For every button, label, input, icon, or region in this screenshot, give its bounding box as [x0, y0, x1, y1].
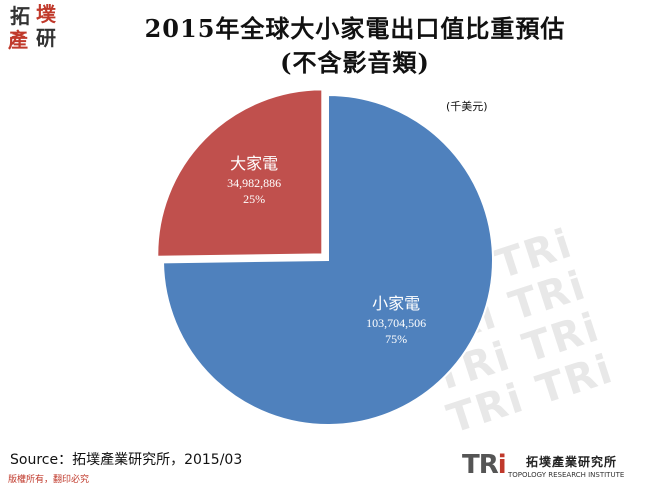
page-title: 2015年全球大小家電出口值比重預估 (不含影音類)	[80, 12, 630, 80]
source-note: Source：拓墣產業研究所，2015/03	[10, 452, 243, 468]
title-line-2: (不含影音類)	[280, 48, 430, 77]
tri-logo: 拓 墣 產 研	[6, 4, 66, 56]
tri-mark: TRi	[462, 450, 507, 480]
logo-char-2: 墣	[36, 2, 56, 26]
logo-char-4: 研	[36, 26, 56, 50]
copyright-note: 版權所有，翻印必究	[8, 475, 90, 485]
slice-percent-label: 75%	[385, 332, 407, 346]
pie-slice-2	[156, 88, 324, 258]
unit-label: (千美元)	[446, 100, 488, 113]
logo-char-3: 產	[8, 28, 28, 52]
slice-percent-label: 25%	[243, 192, 265, 206]
institute-name-en: TOPOLOGY RESEARCH INSTITUTE	[508, 471, 625, 479]
footer-logo: TRi 拓墣產業研究所 TOPOLOGY RESEARCH INSTITUTE	[462, 450, 647, 484]
slice-name-label: 大家電	[230, 155, 278, 173]
slice-value-label: 34,982,886	[227, 176, 281, 190]
tri-mark-i: i	[497, 450, 507, 480]
slice-name-label: 小家電	[372, 295, 420, 313]
tri-mark-tr: TR	[462, 450, 499, 480]
institute-name-cn: 拓墣產業研究所	[526, 455, 618, 469]
logo-char-1: 拓	[10, 4, 30, 28]
slice-value-label: 103,704,506	[366, 316, 426, 330]
pie-slice-1	[161, 93, 494, 426]
title-line-1: 2015年全球大小家電出口值比重預估	[144, 14, 566, 43]
